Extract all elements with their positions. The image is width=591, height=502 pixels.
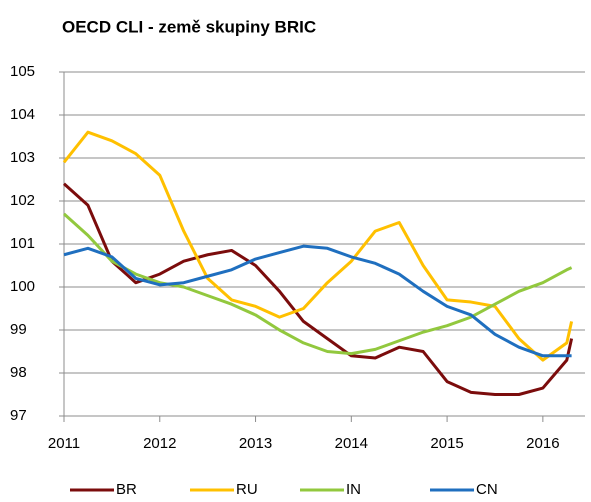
x-tick-label: 2013 bbox=[239, 435, 272, 452]
y-tick-label: 98 bbox=[10, 364, 27, 381]
y-tick-label: 97 bbox=[10, 407, 27, 424]
series-line bbox=[62, 130, 574, 362]
y-tick-label: 104 bbox=[10, 106, 35, 123]
x-tick-label: 2015 bbox=[430, 435, 463, 452]
y-tick-label: 99 bbox=[10, 321, 27, 338]
legend-label: CN bbox=[476, 481, 498, 498]
x-tick-label: 2011 bbox=[48, 435, 80, 452]
x-tick-label: 2012 bbox=[143, 435, 176, 452]
legend-label: IN bbox=[346, 481, 361, 498]
y-tick-label: 102 bbox=[10, 192, 35, 209]
y-tick-label: 100 bbox=[10, 278, 35, 295]
legend-label: RU bbox=[236, 481, 258, 498]
y-tick-label: 101 bbox=[10, 235, 35, 252]
legend-label: BR bbox=[116, 481, 137, 498]
series-line bbox=[63, 244, 572, 358]
series-line bbox=[62, 212, 573, 356]
y-tick-label: 105 bbox=[10, 63, 35, 80]
x-tick-label: 2016 bbox=[526, 435, 559, 452]
chart-title: OECD CLI - země skupiny BRIC bbox=[62, 17, 316, 36]
series-line bbox=[62, 182, 574, 396]
y-tick-label: 103 bbox=[10, 149, 35, 166]
x-tick-label: 2014 bbox=[335, 435, 368, 452]
